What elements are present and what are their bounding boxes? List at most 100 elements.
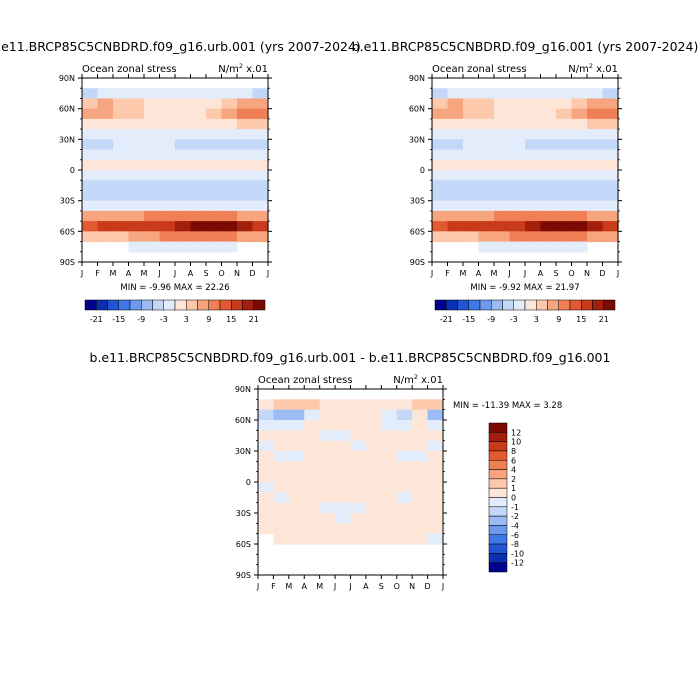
- heatmap-cell: [190, 149, 207, 161]
- y-tick-label: 90N: [59, 74, 75, 83]
- panel-1: b.e11.BRCP85C5CNBDRD.f09_g16.urb.001 (yr…: [0, 39, 361, 324]
- heatmap-cell: [494, 200, 511, 212]
- heatmap-cell: [206, 88, 223, 100]
- colorbar-swatch: [488, 422, 508, 433]
- heatmap-cell: [206, 98, 223, 110]
- colorbar-label: 3: [534, 315, 539, 324]
- heatmap-cell: [175, 88, 192, 100]
- heatmap-cell: [258, 492, 275, 504]
- heatmap-cell: [509, 221, 526, 232]
- heatmap-cell: [319, 399, 336, 411]
- heatmap-cell: [540, 118, 557, 130]
- heatmap-cell: [288, 451, 305, 462]
- heatmap-cell: [365, 409, 382, 421]
- heatmap-cell: [175, 170, 192, 181]
- heatmap-cell: [221, 129, 238, 140]
- colorbar-swatch: [488, 543, 508, 554]
- heatmap-cell: [365, 451, 382, 462]
- heatmap-cell: [335, 533, 352, 545]
- panel-1-colorbar: -21 -15 -9 -3 3 9 15 21: [84, 299, 266, 324]
- heatmap-cell: [159, 200, 176, 212]
- heatmap-cell: [478, 159, 495, 171]
- heatmap-cell: [478, 210, 495, 222]
- heatmap-cell: [350, 533, 367, 545]
- heatmap-cell: [571, 170, 588, 181]
- heatmap-cell: [525, 139, 542, 151]
- heatmap-cell: [587, 98, 604, 110]
- heatmap-cell: [221, 200, 238, 212]
- heatmap-cell: [175, 149, 192, 161]
- heatmap-cell: [252, 221, 269, 232]
- heatmap-cell: [159, 180, 176, 192]
- heatmap-cell: [221, 180, 238, 192]
- heatmap-cell: [571, 139, 588, 151]
- heatmap-cell: [159, 221, 176, 232]
- heatmap-cell: [365, 533, 382, 545]
- x-tick-label: O: [568, 269, 574, 278]
- heatmap-cell: [237, 190, 254, 202]
- heatmap-cell: [587, 159, 604, 171]
- heatmap-cell: [206, 200, 223, 212]
- heatmap-cell: [427, 471, 444, 483]
- heatmap-cell: [509, 231, 526, 243]
- heatmap-cell: [556, 149, 573, 161]
- heatmap-cell: [159, 159, 176, 171]
- heatmap-cell: [288, 502, 305, 514]
- colorbar-swatch: [488, 497, 508, 508]
- heatmap-cell: [159, 241, 176, 253]
- heatmap-cell: [97, 118, 114, 130]
- heatmap-cell: [144, 210, 161, 222]
- colorbar-label: -8: [511, 540, 519, 549]
- heatmap-cell: [556, 221, 573, 232]
- heatmap-cell: [319, 523, 336, 535]
- heatmap-cell: [237, 108, 254, 120]
- heatmap-cell: [237, 88, 254, 100]
- heatmap-cell: [273, 502, 290, 514]
- heatmap-cell: [335, 461, 352, 473]
- colorbar-swatch: [242, 299, 254, 311]
- heatmap-cell: [447, 98, 464, 110]
- heatmap-cell: [82, 210, 99, 222]
- heatmap-cell: [427, 533, 444, 545]
- heatmap-cell: [381, 420, 398, 431]
- heatmap-cell: [175, 129, 192, 140]
- heatmap-cell: [221, 159, 238, 171]
- heatmap-cell: [396, 471, 413, 483]
- heatmap-cell: [258, 440, 275, 452]
- y-tick-label: 90N: [235, 385, 251, 394]
- heatmap-cell: [128, 180, 145, 192]
- colorbar-swatch: [434, 299, 447, 311]
- heatmap-cell: [427, 420, 444, 431]
- heatmap-cell: [571, 108, 588, 120]
- heatmap-cell: [525, 180, 542, 192]
- colorbar-swatch: [488, 525, 508, 536]
- heatmap-cell: [128, 98, 145, 110]
- heatmap-cell: [556, 231, 573, 243]
- heatmap-cell: [602, 139, 619, 151]
- colorbar-label: 2: [511, 475, 516, 484]
- heatmap-cell: [587, 118, 604, 130]
- heatmap-cell: [206, 231, 223, 243]
- heatmap-cell: [206, 210, 223, 222]
- heatmap-cell: [365, 440, 382, 452]
- colorbar-label: -2: [511, 512, 519, 521]
- heatmap-cell: [175, 231, 192, 243]
- y-tick-label: 30S: [410, 197, 425, 206]
- heatmap-cell: [252, 200, 269, 212]
- panel-2-minmax: MIN = -9.92 MAX = 21.97: [470, 283, 579, 293]
- heatmap-cell: [463, 88, 480, 100]
- heatmap-cell: [221, 108, 238, 120]
- colorbar-label: -15: [462, 315, 475, 324]
- heatmap-cell: [190, 190, 207, 202]
- heatmap-cell: [432, 221, 449, 232]
- heatmap-cell: [509, 98, 526, 110]
- heatmap-cell: [365, 482, 382, 493]
- heatmap-cell: [350, 492, 367, 504]
- heatmap-cell: [206, 149, 223, 161]
- heatmap-cell: [258, 430, 275, 442]
- panel-2-y-ticks: 90N 60N 30N 0 30S 60S 90S: [409, 74, 622, 267]
- heatmap-cell: [540, 170, 557, 181]
- panel-3-units-label: N/m2 x.01: [393, 373, 443, 386]
- heatmap-cell: [144, 129, 161, 140]
- heatmap-cell: [478, 200, 495, 212]
